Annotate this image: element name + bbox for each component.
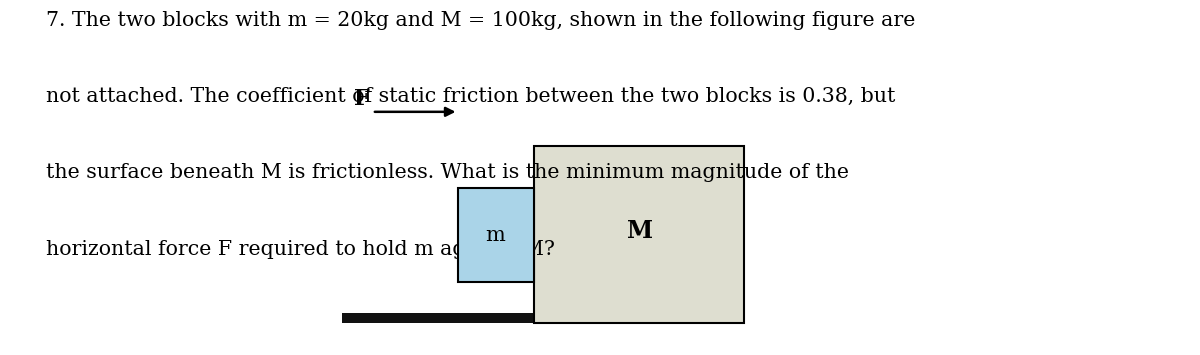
Text: the surface beneath M is frictionless. What is the minimum magnitude of the: the surface beneath M is frictionless. W…: [46, 163, 848, 182]
Bar: [534, 146, 744, 323]
Text: horizontal force F required to hold m against M?: horizontal force F required to hold m ag…: [46, 240, 554, 259]
Text: F: F: [354, 88, 370, 110]
Bar: [458, 188, 534, 282]
Text: M: M: [626, 219, 653, 243]
Text: 7. The two blocks with m = 20kg and M = 100kg, shown in the following figure are: 7. The two blocks with m = 20kg and M = …: [46, 11, 914, 30]
Bar: [342, 313, 744, 323]
Text: m: m: [486, 225, 505, 245]
Text: not attached. The coefficient of static friction between the two blocks is 0.38,: not attached. The coefficient of static …: [46, 87, 895, 106]
